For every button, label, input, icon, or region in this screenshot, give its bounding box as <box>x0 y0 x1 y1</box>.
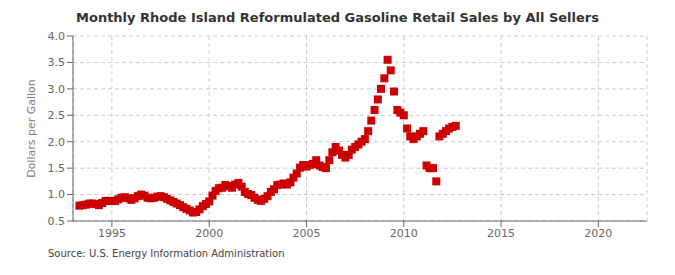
svg-text:Dollars per Gallon: Dollars per Gallon <box>25 79 38 178</box>
html-text:Monthly Rhode Island Reformula: Monthly Rhode Island Reformulated Gasoli… <box>76 10 599 25</box>
html-text:Source: U.S. Energy Informatio: Source: U.S. Energy Information Administ… <box>48 248 285 259</box>
svg-text:1.0: 1.0 <box>48 188 66 201</box>
svg-text:2000: 2000 <box>195 227 223 240</box>
svg-text:3.5: 3.5 <box>48 56 66 69</box>
svg-text:2.5: 2.5 <box>48 109 66 122</box>
svg-text:2005: 2005 <box>292 227 320 240</box>
svg-text:4.0: 4.0 <box>48 30 66 43</box>
svg-text:1.5: 1.5 <box>48 162 66 175</box>
svg-text:2015: 2015 <box>487 227 515 240</box>
svg-text:3.0: 3.0 <box>48 83 66 96</box>
svg-text:2.0: 2.0 <box>48 136 66 149</box>
svg-text:2020: 2020 <box>584 227 612 240</box>
svg-text:0.5: 0.5 <box>48 215 66 228</box>
svg-text:2010: 2010 <box>390 227 418 240</box>
svg-text:1995: 1995 <box>98 227 126 240</box>
